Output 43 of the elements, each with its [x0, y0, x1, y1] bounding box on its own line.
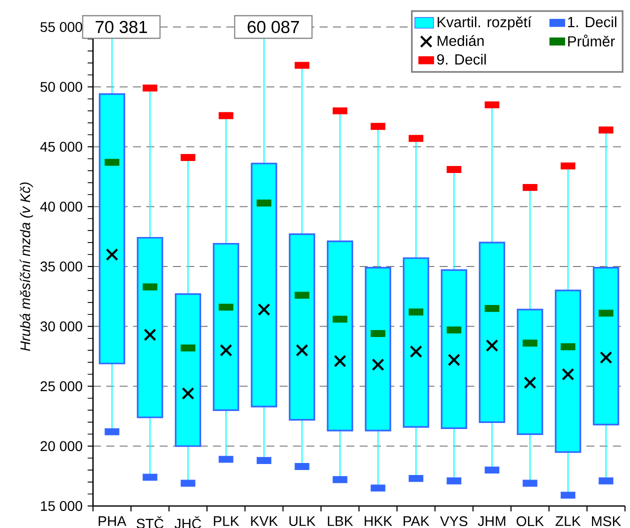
x-tick-label: MSK — [592, 516, 622, 526]
y-tick-label: 45 000 — [40, 142, 82, 152]
point — [372, 358, 384, 371]
point — [334, 354, 346, 368]
y-tick-label: 40 000 — [40, 202, 82, 212]
legend-label: Kvartil. rozpětí — [438, 16, 532, 30]
y-axis-title: Hrubá měsíční mzda (v Kč) — [20, 182, 33, 351]
x-tick-label: HKK — [364, 516, 392, 526]
y-tick-label: 20 000 — [40, 441, 82, 452]
point — [562, 368, 574, 381]
legend-label: Průměr — [568, 34, 615, 47]
legend-label: 1. Decil — [568, 16, 616, 28]
x-tick-label: OLK — [516, 516, 544, 526]
x-tick-label: JHM — [478, 516, 506, 526]
x-tick-label: ZLK — [556, 516, 581, 526]
point — [144, 328, 156, 342]
point — [220, 344, 232, 357]
y-tick-label: 25 000 — [40, 381, 82, 392]
x-tick-label: PAK — [404, 516, 430, 526]
point — [182, 387, 194, 400]
point — [600, 351, 612, 364]
annotation: 70 381 — [96, 20, 147, 34]
x-tick-label: VYS — [440, 516, 468, 526]
y-tick-label: 15 000 — [40, 501, 82, 511]
point — [106, 248, 118, 261]
y-tick-label: 35 000 — [40, 262, 82, 272]
x-tick-label: ULK — [289, 516, 316, 526]
point — [524, 376, 536, 389]
x-tick-label: KVK — [251, 516, 278, 526]
x-tick-label: PHA — [98, 516, 126, 526]
y-tick-label: 55 000 — [40, 22, 82, 32]
point — [410, 345, 422, 358]
point — [258, 303, 270, 316]
legend-label: Medián — [438, 35, 484, 46]
x-tick-label: PLK — [214, 516, 240, 526]
annotation: 60 087 — [248, 20, 299, 34]
x-tick-label: LBK — [328, 516, 354, 526]
point — [296, 344, 308, 357]
legend-label: 9. Decil — [437, 54, 486, 65]
point — [448, 354, 460, 366]
point — [486, 339, 498, 352]
y-tick-label: 30 000 — [40, 321, 82, 332]
y-tick-label: 50 000 — [40, 82, 82, 92]
